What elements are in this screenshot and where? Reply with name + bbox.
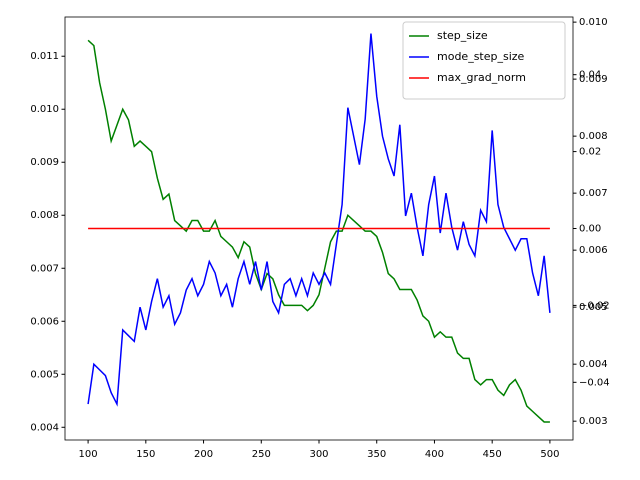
x-tick-label: 450 [483, 449, 502, 460]
y2-tick-label: 0.005 [579, 302, 608, 313]
y2-tick-label: 0.008 [579, 131, 608, 142]
x-tick-label: 500 [540, 449, 559, 460]
y2-tick-label: 0.004 [579, 359, 608, 370]
y2-tick-label: 0.010 [579, 17, 608, 28]
y3-tick-label: −0.02 [579, 300, 610, 311]
y-tick-label: 0.008 [30, 210, 59, 221]
y-tick-label: 0.005 [30, 369, 59, 380]
legend-label: max_grad_norm [437, 71, 526, 84]
x-tick-label: 150 [136, 449, 155, 460]
y-tick-label: 0.010 [30, 104, 59, 115]
y-tick-label: 0.009 [30, 157, 59, 168]
y3-tick-label: −0.04 [579, 377, 610, 388]
y3-tick-label: 0.04 [579, 70, 601, 81]
y2-tick-label: 0.007 [579, 188, 608, 199]
x-tick-label: 400 [425, 449, 444, 460]
legend-box [402, 21, 566, 100]
plot-frame [64, 16, 574, 441]
x-tick-label: 350 [367, 449, 386, 460]
y-tick-label: 0.011 [30, 51, 59, 62]
y-tick-label: 0.004 [30, 422, 59, 433]
x-tick-label: 250 [252, 449, 271, 460]
x-tick-label: 100 [79, 449, 98, 460]
y3-tick-label: 0.02 [579, 147, 601, 158]
legend-label: step_size [437, 29, 488, 42]
series-line [87, 39, 550, 423]
y2-tick-label: 0.009 [579, 74, 608, 85]
legend-label: mode_step_size [437, 50, 525, 63]
x-tick-label: 300 [309, 449, 328, 460]
x-tick-label: 200 [194, 449, 213, 460]
y2-tick-label: 0.006 [579, 245, 608, 256]
y3-tick-label: 0.00 [579, 224, 601, 235]
y2-tick-label: 0.003 [579, 416, 608, 427]
series-line [87, 33, 551, 407]
y-tick-label: 0.006 [30, 316, 59, 327]
y-tick-label: 0.007 [30, 263, 59, 274]
